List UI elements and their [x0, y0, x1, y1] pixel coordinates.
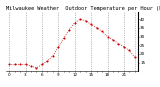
- Text: Milwaukee Weather  Outdoor Temperature per Hour (Last 24 Hours): Milwaukee Weather Outdoor Temperature pe…: [6, 6, 160, 11]
